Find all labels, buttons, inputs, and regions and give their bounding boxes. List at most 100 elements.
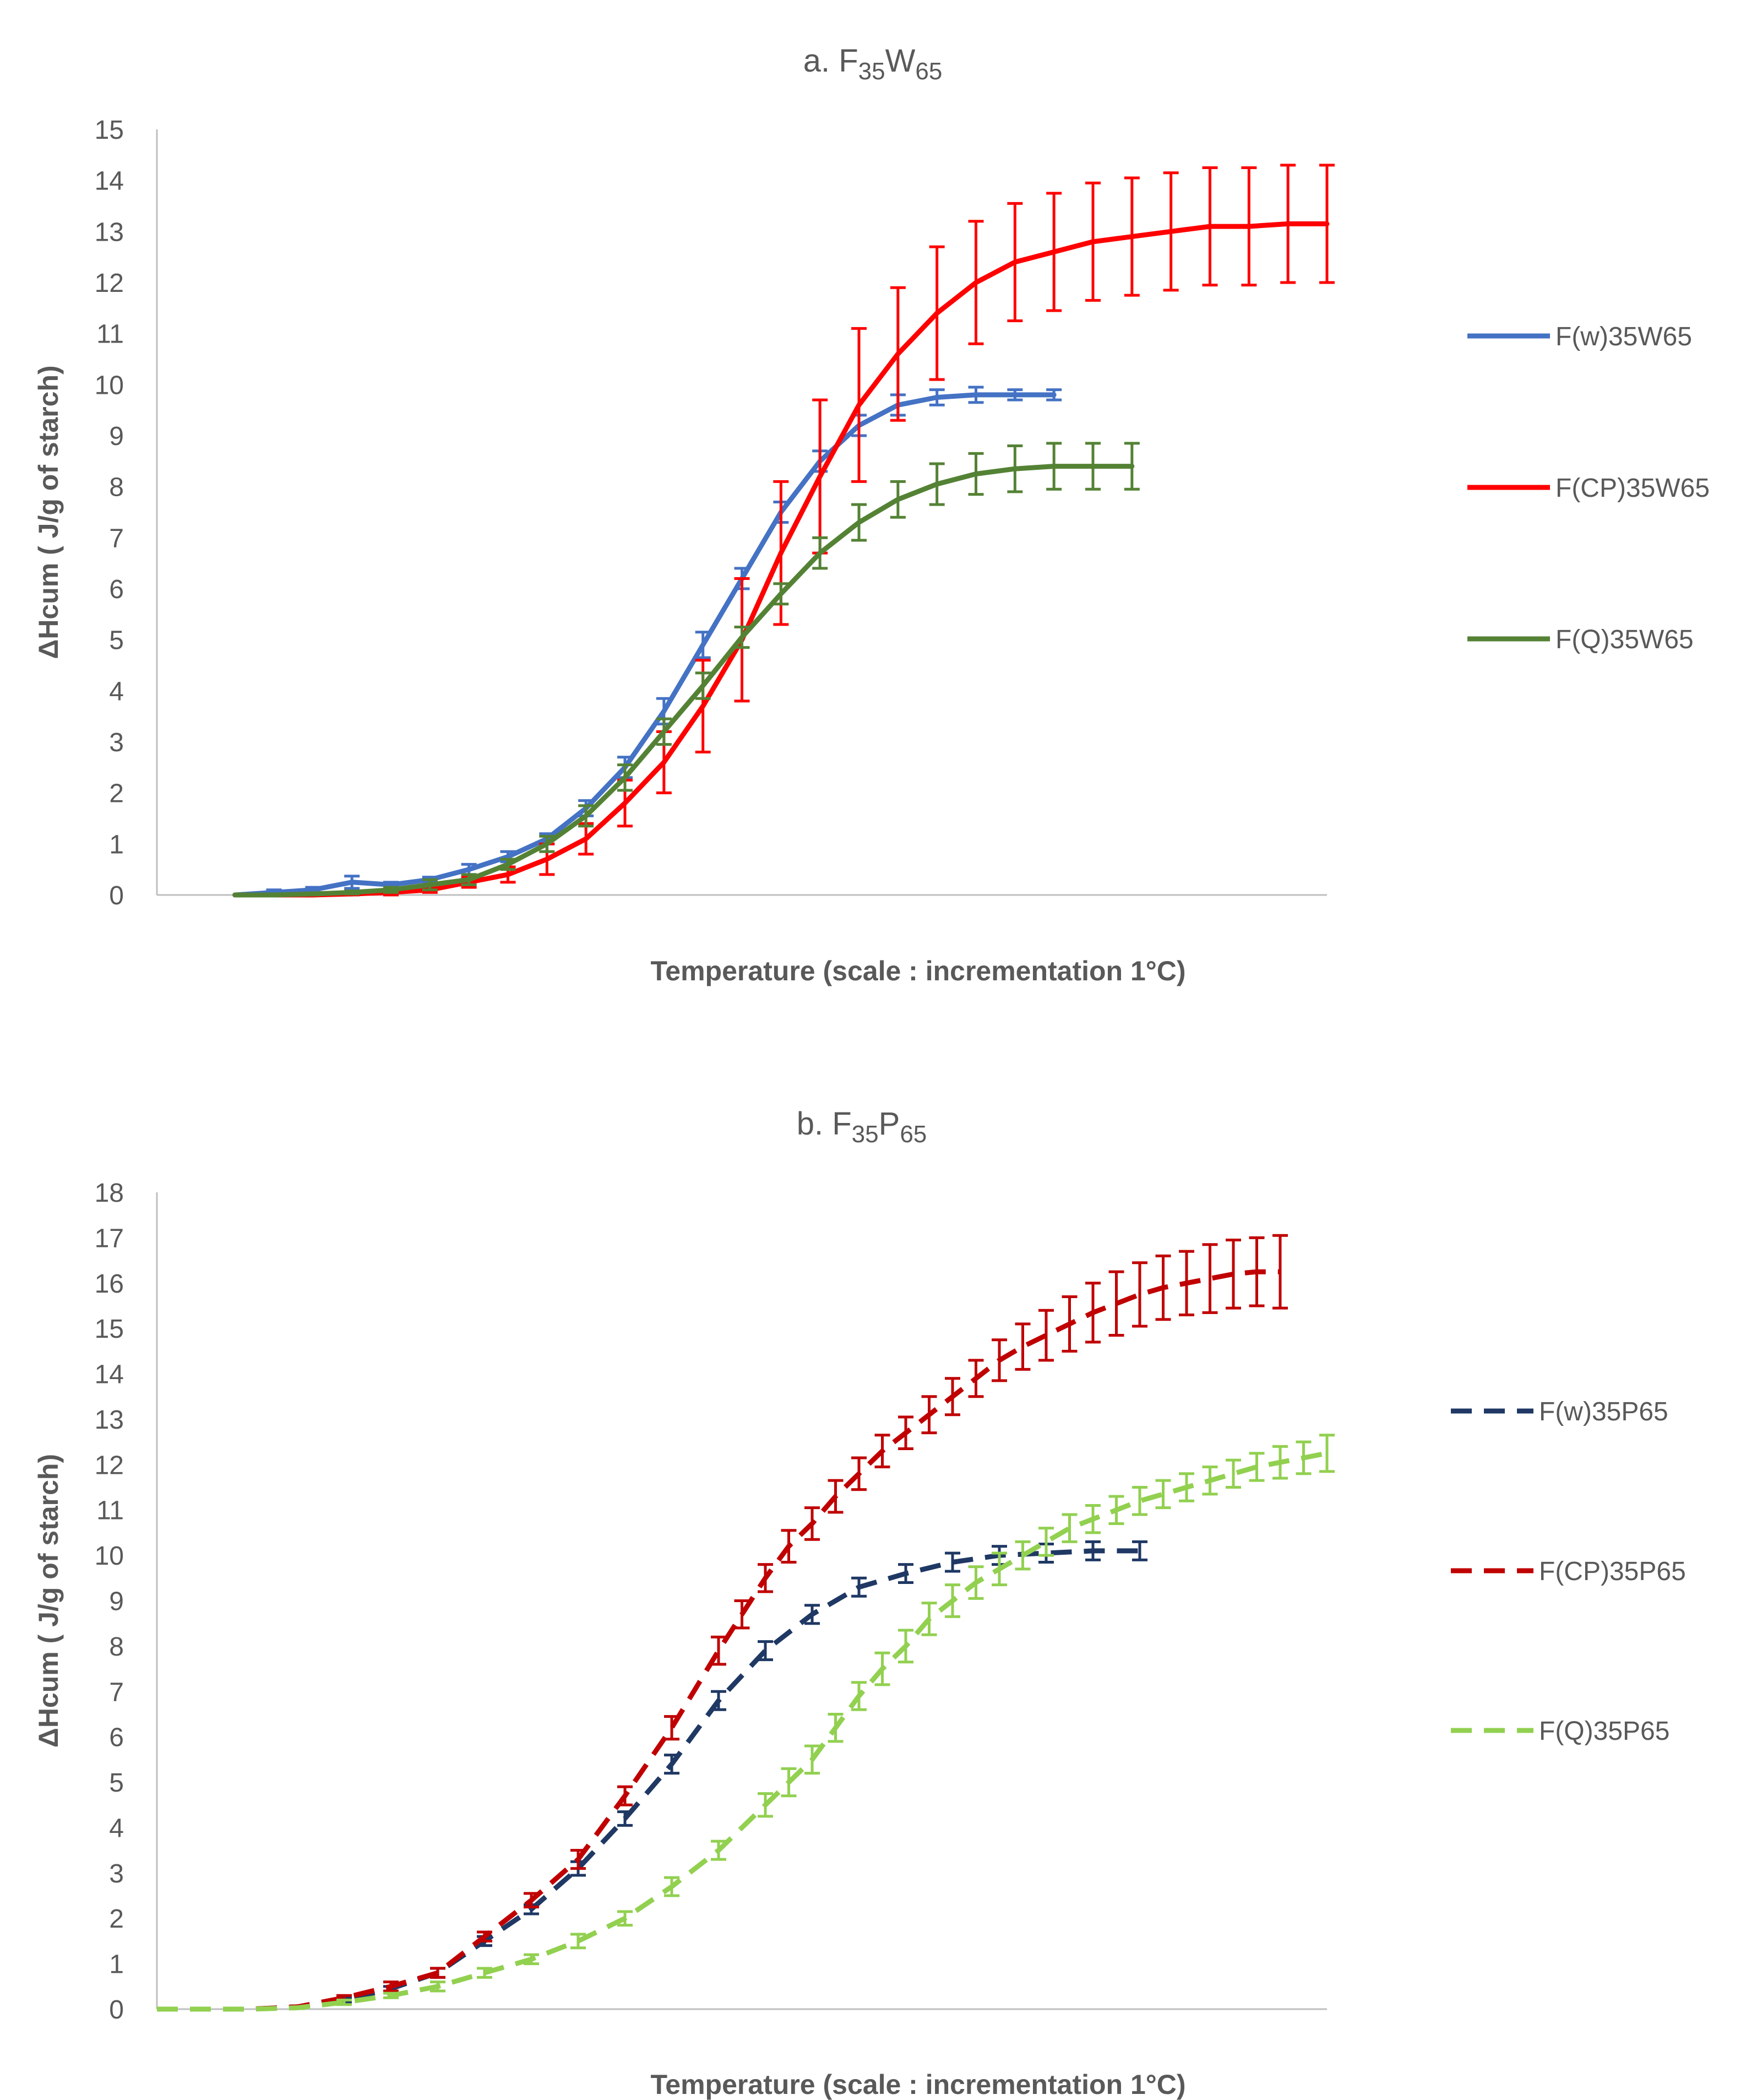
data-point [584,837,588,840]
data-point [507,862,510,866]
y-tick-label: 4 [109,1814,124,1843]
data-point [662,730,666,733]
data-point [530,1898,533,1902]
data-point [975,473,978,476]
error-bar [1132,1486,1147,1516]
chart-title-part: 35 [852,1121,879,1148]
data-point [881,1450,884,1453]
data-point [623,1917,627,1920]
data-point [717,1849,720,1852]
data-point [623,1794,627,1798]
data-point [1138,1549,1141,1553]
data-point [1091,465,1095,468]
data-point [904,1431,907,1435]
data-point [1138,1293,1141,1296]
data-point [350,881,353,884]
data-point [896,498,900,501]
legend-label: F(CP)35P65 [1539,1557,1686,1586]
data-point [1091,1517,1095,1521]
y-tick-label: 8 [109,1632,124,1662]
data-point [662,709,666,713]
data-point [249,2007,252,2011]
y-tick-label: 5 [109,1768,124,1798]
data-point [483,1935,486,1938]
error-bar [1062,1513,1078,1543]
data-point [717,1699,720,1702]
series-line [157,1548,1140,2012]
data-point [764,1576,767,1580]
data-point [311,888,314,892]
data-point [928,1413,931,1417]
y-tick-label: 0 [109,1995,124,2025]
y-tick-label: 10 [95,371,124,400]
data-point [904,1645,907,1648]
chart-title-part: W [885,43,916,79]
data-point [904,1572,907,1575]
data-point [155,2007,159,2011]
y-tick-label: 17 [95,1224,124,1253]
y-tick-label: 15 [95,1315,124,1344]
data-point [818,551,822,555]
y-tick-label: 7 [109,1678,124,1707]
data-point [764,1649,767,1652]
y-tick-label: 14 [95,1360,124,1390]
y-tick-label: 5 [109,626,124,655]
data-point [342,2001,346,2004]
y-tick-label: 16 [95,1269,124,1299]
data-point [1279,1270,1282,1273]
error-bar [1226,1239,1241,1310]
series-line [232,392,1057,898]
data-point [483,1971,486,1974]
data-point [935,312,939,315]
series-F(CP)35P65 [157,1234,1288,2012]
data-point [857,1586,861,1589]
data-point [881,1667,884,1670]
data-point [1286,222,1290,225]
data-point [507,873,510,876]
data-point [857,403,861,406]
data-point [350,891,353,894]
data-point [545,842,548,845]
chart-title: b. F35P65 [797,1106,927,1148]
error-bar [1132,1540,1147,1561]
y-tick-label: 6 [109,575,124,604]
data-point [818,475,822,478]
data-point [1325,222,1329,225]
data-point [233,893,237,897]
error-bar [711,1635,726,1666]
data-point [975,393,978,397]
y-tick-label: 0 [109,881,124,910]
data-point [1162,1286,1165,1289]
y-tick-label: 13 [95,1406,124,1435]
data-point [951,1560,954,1564]
data-point [717,1649,720,1652]
data-point [834,1495,837,1498]
chart-title: a. F35W65 [803,43,943,85]
legend-label: F(w)35W65 [1555,322,1692,351]
chart-title-prefix: a. [803,43,839,79]
data-point [389,1985,393,1988]
data-point [202,2007,205,2011]
data-point [436,1985,439,1988]
data-point [1013,261,1016,264]
data-point [1255,1465,1259,1468]
y-tick-label: 13 [95,218,124,247]
data-point [1185,1282,1188,1285]
data-point [623,801,627,805]
data-point [1130,465,1134,468]
error-bar [1226,1458,1241,1489]
data-point [311,892,314,896]
error-bar [1202,1243,1218,1314]
data-point [576,1858,580,1861]
error-bar [1155,1479,1171,1510]
series-F(w)35P65 [157,1540,1147,2012]
series-F(Q)35W65 [232,442,1140,898]
data-point [810,1758,814,1761]
legend-entry: F(CP)35W65 [1467,474,1710,503]
data-point [436,1971,439,1974]
data-point [428,883,432,886]
data-point [810,1613,814,1616]
y-tick-label: 9 [109,1587,124,1616]
data-point [389,883,393,886]
data-point [670,1885,673,1889]
